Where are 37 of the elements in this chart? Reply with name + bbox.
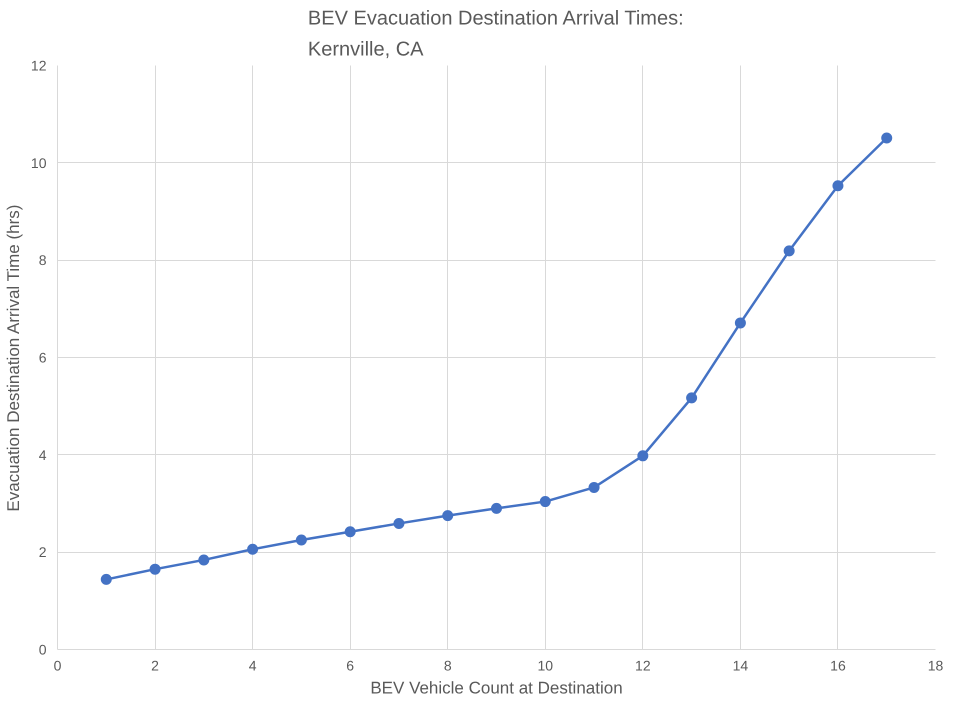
point xyxy=(442,510,454,522)
y-tick-label: 10 xyxy=(30,154,47,171)
x-tick-label: 8 xyxy=(444,658,452,674)
point xyxy=(540,496,551,508)
point xyxy=(393,518,404,529)
x-tick-label: 16 xyxy=(830,658,846,674)
y-tick-label: 12 xyxy=(30,58,47,74)
point xyxy=(734,317,746,328)
y-tick-label: 6 xyxy=(38,350,47,366)
point xyxy=(491,502,502,514)
x-tick-label: 18 xyxy=(928,658,944,674)
point xyxy=(344,526,356,538)
y-tick-label: 2 xyxy=(38,544,47,560)
chart-title: BEV Evacuation Destination Arrival Times: Kernville, CA xyxy=(308,8,684,60)
y-tick-label: 0 xyxy=(38,642,47,658)
y-tick-label: 4 xyxy=(38,446,47,463)
y-tick-label: 8 xyxy=(38,252,47,268)
x-tick-label: 12 xyxy=(635,658,651,674)
x-tick-label: 10 xyxy=(537,658,554,674)
point xyxy=(686,392,698,404)
y-axis-title: Evacuation Destination Arrival Time (hrs) xyxy=(4,204,23,512)
x-tick-label: 0 xyxy=(54,658,62,674)
x-tick-label: 2 xyxy=(151,658,160,674)
point xyxy=(881,132,892,144)
point xyxy=(637,450,648,462)
point xyxy=(588,482,600,493)
x-tick-label: 6 xyxy=(346,658,354,674)
x-axis-title: BEV Vehicle Count at Destination xyxy=(370,678,623,698)
point xyxy=(100,574,112,585)
point xyxy=(832,180,844,192)
x-tick-label: 14 xyxy=(732,658,748,674)
point xyxy=(296,534,307,546)
point xyxy=(198,554,210,566)
x-tick-label: 4 xyxy=(248,658,257,674)
point xyxy=(247,544,258,555)
point xyxy=(150,564,161,575)
point xyxy=(784,245,795,256)
